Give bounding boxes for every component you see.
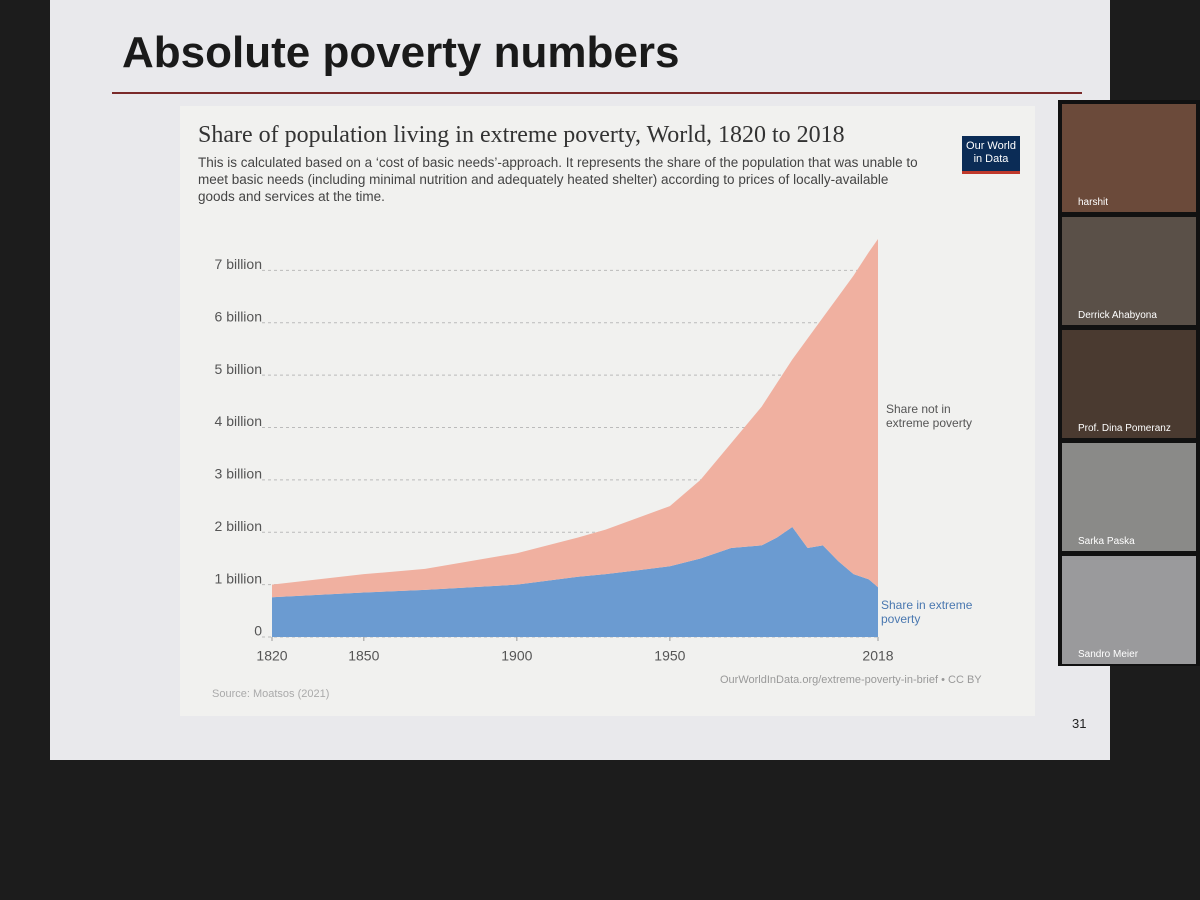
chart-subtitle: This is calculated based on a ‘cost of b…: [198, 155, 918, 204]
x-tick-label: 1820: [256, 648, 287, 664]
y-tick-label: 0: [254, 623, 262, 639]
participant-name: Derrick Ahabyona: [1078, 310, 1157, 321]
participant-tile[interactable]: harshit: [1062, 104, 1196, 212]
slide-number: 31: [1072, 716, 1087, 731]
slide-title: Absolute poverty numbers: [122, 28, 680, 77]
logo: Our World in Data: [962, 136, 1020, 174]
participant-tile[interactable]: Derrick Ahabyona: [1062, 217, 1196, 325]
y-tick-label: 1 billion: [215, 570, 262, 586]
y-tick-label: 4 billion: [215, 413, 262, 429]
y-tick-label: 6 billion: [215, 308, 262, 324]
participant-name: harshit: [1078, 197, 1109, 208]
y-tick-label: 5 billion: [215, 361, 262, 377]
x-tick-label: 1850: [348, 648, 379, 664]
source: Source: Moatsos (2021): [212, 688, 330, 700]
title-rule: [112, 92, 1082, 94]
participants-panel: harshit Derrick Ahabyona Prof. Dina Pomera…: [1058, 100, 1200, 666]
area: [272, 527, 878, 637]
chart-title: Share of population living in extreme po…: [198, 122, 845, 148]
url: OurWorldInData.org/extreme-poverty-in-br…: [720, 674, 982, 686]
y-tick-label: 3 billion: [215, 466, 262, 482]
y-tick-label: 2 billion: [215, 518, 262, 534]
participant-name: Sarka Paska: [1078, 536, 1135, 547]
participant-tile[interactable]: Sarka Paska: [1062, 443, 1196, 551]
x-tick-label: 1900: [501, 648, 532, 664]
x-tick-label: 2018: [862, 648, 893, 664]
participant-name: Sandro Meier: [1078, 649, 1139, 660]
participant-tile[interactable]: Sandro Meier: [1062, 556, 1196, 664]
participant-tile[interactable]: Prof. Dina Pomeranz: [1062, 330, 1196, 438]
x-tick-label: 1950: [654, 648, 685, 664]
participant-name: Prof. Dina Pomeranz: [1078, 423, 1171, 434]
series-label: Share in extreme poverty: [881, 598, 973, 626]
series-label: Share not in extreme poverty: [886, 402, 973, 430]
y-tick-label: 7 billion: [215, 256, 262, 272]
area: [272, 239, 878, 598]
